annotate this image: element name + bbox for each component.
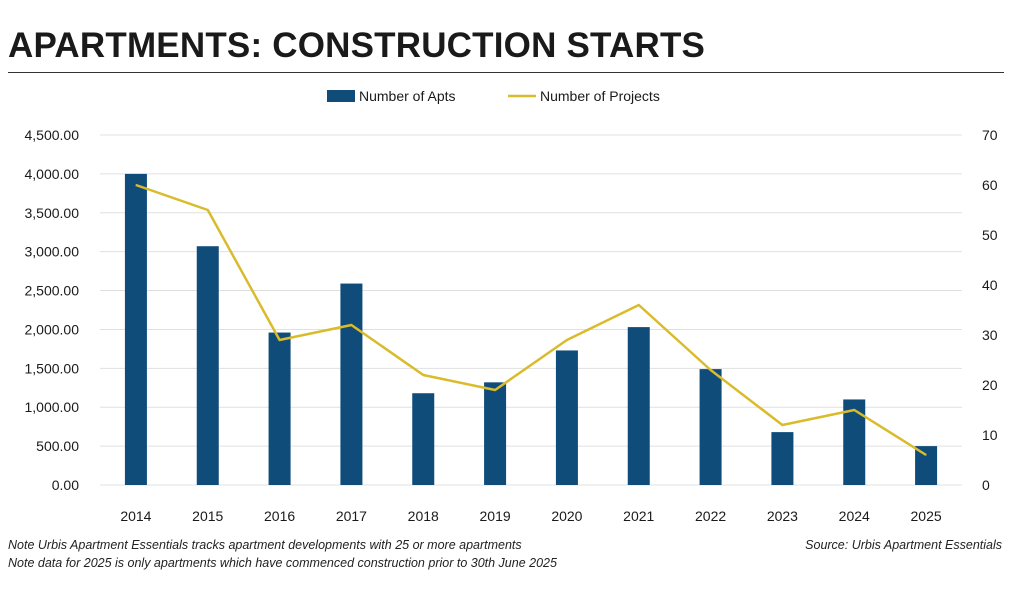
- footnote-1: Note Urbis Apartment Essentials tracks a…: [8, 538, 522, 552]
- y-right-tick-label: 0: [982, 477, 990, 493]
- projects-point-2015: [207, 209, 209, 211]
- y-right-tick-label: 50: [982, 227, 998, 243]
- y-right-tick-label: 60: [982, 177, 998, 193]
- x-tick-label: 2020: [551, 508, 582, 524]
- x-tick-label: 2021: [623, 508, 654, 524]
- x-tick-label: 2022: [695, 508, 726, 524]
- x-axis: 2014 2015 2016 2017 2018 2019 2020 2021 2022 2023…: [120, 508, 942, 524]
- projects-point-2020: [566, 339, 568, 341]
- y-left-tick-label: 3,500.00: [25, 205, 80, 221]
- legend-label-apts: Number of Apts: [359, 88, 456, 104]
- bar-2015: [196, 246, 219, 485]
- bar-2019: [484, 382, 507, 485]
- y-left-tick-label: 1,000.00: [25, 399, 80, 415]
- projects-point-2018: [422, 374, 424, 376]
- y-left-tick-label: 2,000.00: [25, 321, 80, 337]
- y-left-tick-label: 4,500.00: [25, 127, 80, 143]
- bar-2023: [771, 432, 794, 485]
- y-left-tick-label: 4,000.00: [25, 166, 80, 182]
- x-tick-label: 2017: [336, 508, 367, 524]
- bar-series: [124, 173, 938, 485]
- x-tick-label: 2016: [264, 508, 295, 524]
- y-left-tick-label: 1,500.00: [25, 360, 80, 376]
- y-right-tick-label: 70: [982, 127, 998, 143]
- projects-point-2021: [638, 304, 640, 306]
- source-note: Source: Urbis Apartment Essentials: [805, 538, 1002, 552]
- gridlines: [100, 134, 962, 486]
- bar-2018: [412, 393, 435, 485]
- bar-2022: [699, 369, 722, 485]
- bar-2016: [268, 332, 291, 485]
- projects-point-2025: [925, 454, 927, 456]
- projects-point-2016: [279, 339, 281, 341]
- projects-point-2017: [350, 324, 352, 326]
- legend-swatch-apts: [327, 90, 355, 102]
- x-tick-label: 2018: [408, 508, 439, 524]
- projects-point-2019: [494, 389, 496, 391]
- projects-point-2023: [781, 424, 783, 426]
- projects-point-2024: [853, 409, 855, 411]
- x-tick-label: 2025: [911, 508, 942, 524]
- y-right-tick-label: 10: [982, 427, 998, 443]
- x-tick-label: 2014: [120, 508, 151, 524]
- bar-2024: [843, 399, 866, 485]
- y-left-tick-label: 2,500.00: [25, 283, 80, 299]
- y-right-tick-label: 20: [982, 377, 998, 393]
- chart-title: APARTMENTS: CONSTRUCTION STARTS: [8, 26, 706, 65]
- line-series: [135, 183, 927, 457]
- footnote-2: Note data for 2025 is only apartments wh…: [8, 556, 557, 570]
- y-left-tick-label: 0.00: [52, 477, 79, 493]
- bar-2017: [340, 283, 363, 485]
- x-tick-label: 2015: [192, 508, 223, 524]
- projects-point-2014: [135, 184, 137, 186]
- bar-2021: [627, 327, 650, 485]
- bar-2025: [915, 446, 938, 485]
- bar-2014: [124, 173, 147, 485]
- legend-label-projects: Number of Projects: [540, 88, 660, 104]
- x-tick-label: 2019: [480, 508, 511, 524]
- projects-point-2022: [710, 369, 712, 371]
- y-axis-left: 0.00 500.00 1,000.00 1,500.00 2,000.00 2,500.…: [25, 127, 80, 493]
- y-left-tick-label: 500.00: [36, 438, 79, 454]
- bar-2020: [555, 350, 578, 485]
- x-tick-label: 2023: [767, 508, 798, 524]
- y-left-tick-label: 3,000.00: [25, 244, 80, 260]
- y-right-tick-label: 30: [982, 327, 998, 343]
- y-right-tick-label: 40: [982, 277, 998, 293]
- x-tick-label: 2024: [839, 508, 870, 524]
- projects-line: [135, 183, 927, 457]
- title-divider: [8, 72, 1004, 73]
- y-axis-right: 0 10 20 30 40 50 60 70: [982, 127, 998, 493]
- legend: Number of Apts Number of Projects: [327, 88, 660, 104]
